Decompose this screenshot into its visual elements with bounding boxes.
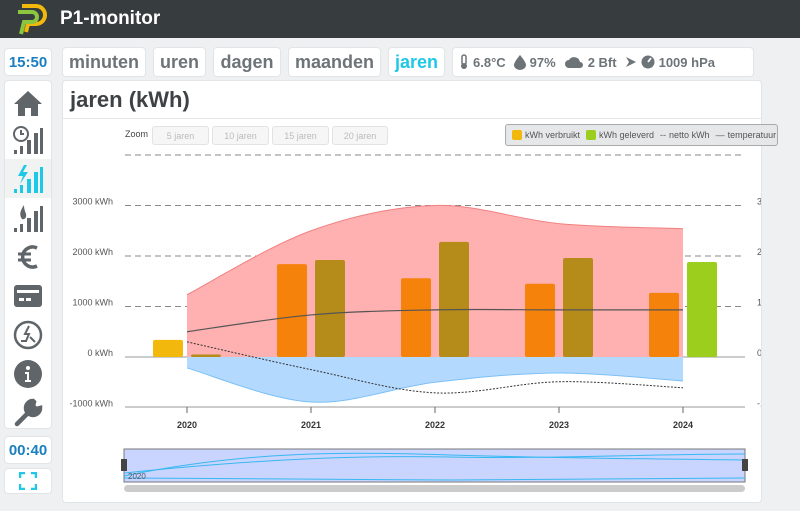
x-tick-label: 2022 [425, 420, 445, 430]
p1-logo [18, 3, 47, 35]
y2-tick-label: -12°C [757, 399, 761, 409]
y-tick-label: -1000 kWh [69, 399, 113, 409]
x-tick-label: 2021 [301, 420, 321, 430]
y2-tick-label: 0°C [757, 348, 761, 358]
bar-verbruikt [153, 339, 183, 357]
wrench-icon [14, 398, 43, 426]
netto-kwh-line [186, 341, 684, 394]
navigator-window[interactable] [123, 448, 746, 483]
zoom-label: Zoom [125, 129, 149, 139]
zoom-15-button[interactable]: 15 jaren [272, 126, 329, 145]
sidebar [4, 80, 52, 429]
temperature-max-line [186, 204, 684, 296]
x-tick-label: 2024 [673, 420, 693, 430]
sidebar-item-home[interactable] [5, 83, 51, 122]
sidebar-item-info[interactable] [5, 354, 51, 393]
legend-temperatuur[interactable]: temperatuur [727, 130, 777, 140]
x-tick-label: 2023 [549, 420, 569, 430]
sidebar-item-meter[interactable] [5, 276, 51, 315]
bar-verbruikt [525, 283, 555, 357]
zoom-10-button[interactable]: 10 jaren [212, 126, 269, 145]
humidity-icon [513, 54, 526, 70]
y-tick-label: 1000 kWh [72, 298, 113, 308]
cloud-icon [564, 57, 583, 68]
pressure-value: 1009 hPa [658, 54, 715, 70]
zoom-20-button[interactable]: 20 jaren [332, 126, 388, 145]
sidebar-item-gas[interactable] [5, 198, 51, 237]
bar-geleverd [315, 260, 345, 357]
refresh-timer: 00:40 [4, 436, 52, 464]
power-bars-icon [14, 164, 43, 193]
humidity-value: 97% [529, 54, 556, 70]
temperature-line [186, 308, 683, 333]
tab-maanden[interactable]: maanden [288, 47, 381, 77]
solar-icon [13, 320, 43, 349]
meter-icon [14, 284, 42, 307]
wind-value: 2 Bft [587, 54, 617, 70]
weather-bar: 6.8°C 97% 2 Bft 1009 hPa [452, 47, 754, 77]
tab-dagen[interactable]: dagen [213, 47, 281, 77]
gas-bars-icon [14, 204, 43, 232]
bar-verbruikt [401, 278, 431, 357]
legend-dash-icon: ‐‐ [660, 130, 667, 140]
legend-netto[interactable]: netto kWh [669, 130, 710, 140]
y2-tick-label: 12°C [757, 298, 761, 308]
y-tick-label: 2000 kWh [72, 247, 113, 257]
fullscreen-icon [19, 472, 37, 490]
bar-geleverd [191, 354, 221, 357]
bar-geleverd [687, 262, 717, 357]
tab-jaren[interactable]: jaren [388, 47, 445, 77]
temperature-min-area [187, 357, 683, 403]
wind-direction-icon [625, 57, 636, 67]
legend-line-icon: — [715, 130, 725, 140]
legend-swatch-verbruikt [512, 130, 522, 140]
clock-bars-icon [13, 125, 43, 154]
temperature-max-area [187, 205, 683, 357]
divider [63, 118, 761, 119]
app-header: P1-monitor [0, 0, 800, 38]
sidebar-item-costs[interactable] [5, 237, 51, 276]
tab-minuten[interactable]: minuten [62, 47, 146, 77]
navigator-label: 2020 [128, 472, 146, 481]
pressure-gauge-icon [641, 55, 655, 69]
legend-geleverd[interactable]: kWh geleverd [599, 130, 655, 140]
panel-title: jaren (kWh) [70, 87, 190, 112]
bar-geleverd [563, 258, 593, 357]
temperature-value: 6.8°C [473, 54, 506, 70]
bar-geleverd [439, 241, 469, 357]
fullscreen-button[interactable] [4, 468, 52, 494]
sidebar-item-live[interactable] [5, 120, 51, 159]
y-tick-label: 0 kWh [87, 348, 113, 358]
bar-verbruikt [277, 264, 307, 357]
navigator-series-line [123, 477, 746, 481]
sidebar-item-settings[interactable] [5, 393, 51, 432]
y-tick-label: 3000 kWh [72, 197, 113, 207]
sidebar-item-power[interactable] [5, 159, 51, 198]
app-title: P1-monitor [60, 8, 161, 29]
y2-tick-label: 24°C [757, 247, 761, 257]
legend-swatch-geleverd [586, 130, 597, 140]
tab-uren[interactable]: uren [153, 47, 206, 77]
clock: 15:50 [4, 48, 52, 76]
temperature-min-line [186, 367, 684, 403]
euro-icon [18, 244, 38, 269]
navigator-right-handle[interactable] [742, 459, 748, 471]
navigator-series-line [123, 453, 746, 474]
chart-svg: 3000 kWh 36°C 2000 kWh 24°C 1000 kWh 12°C 0 kW… [69, 154, 761, 492]
navigator-scrollbar[interactable] [124, 485, 745, 492]
legend-verbruikt[interactable]: kWh verbruikt [525, 130, 581, 140]
info-icon [14, 359, 42, 388]
y2-tick-label: 36°C [757, 197, 761, 207]
home-icon [14, 90, 42, 116]
sidebar-item-solar[interactable] [5, 315, 51, 354]
zoom-5-button[interactable]: 5 jaren [152, 126, 209, 145]
bar-verbruikt [649, 292, 679, 357]
chart-legend: kWh verbruikt kWh geleverd ‐‐ netto kWh … [505, 124, 778, 146]
navigator-series-line [123, 452, 746, 477]
x-tick-label: 2020 [177, 420, 197, 430]
thermometer-icon [461, 54, 467, 69]
navigator-left-handle[interactable] [121, 459, 127, 471]
